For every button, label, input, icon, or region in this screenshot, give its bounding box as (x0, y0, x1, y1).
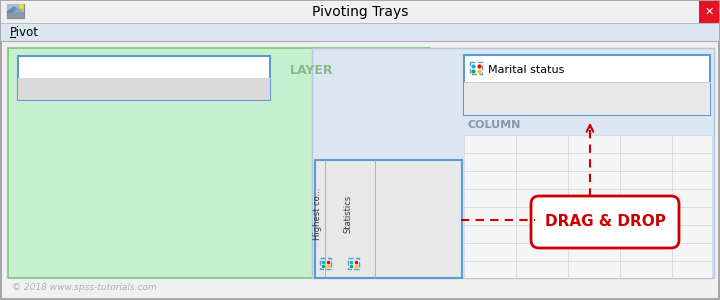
Text: © 2018 www.spss-tutorials.com: © 2018 www.spss-tutorials.com (12, 284, 157, 292)
Bar (312, 48, 714, 278)
Text: LAYER: LAYER (290, 64, 333, 76)
Text: ✕: ✕ (704, 7, 714, 17)
Bar (464, 135, 712, 278)
Bar (7, 4, 24, 12)
Text: Pivot: Pivot (10, 26, 39, 38)
Polygon shape (7, 7, 21, 12)
Text: Statistics: Statistics (343, 195, 353, 233)
Text: COLUMN: COLUMN (468, 120, 521, 130)
Bar (7, 4, 24, 18)
Text: DRAG & DROP: DRAG & DROP (544, 214, 665, 230)
Bar (320, 258, 331, 269)
Text: Marital status: Marital status (488, 65, 564, 75)
FancyBboxPatch shape (531, 196, 679, 248)
Polygon shape (14, 8, 22, 12)
Bar (1, 1, 719, 23)
Bar (18, 56, 270, 100)
Bar (1, 23, 719, 41)
Bar (464, 82, 710, 115)
Bar (348, 258, 359, 269)
Bar (18, 78, 270, 100)
Bar (699, 1, 719, 23)
Bar (464, 55, 710, 115)
Bar (315, 160, 462, 278)
Bar (8, 48, 430, 278)
Text: Highest co...: Highest co... (313, 188, 323, 240)
Text: Pivoting Trays: Pivoting Trays (312, 5, 408, 19)
Bar (470, 62, 482, 74)
